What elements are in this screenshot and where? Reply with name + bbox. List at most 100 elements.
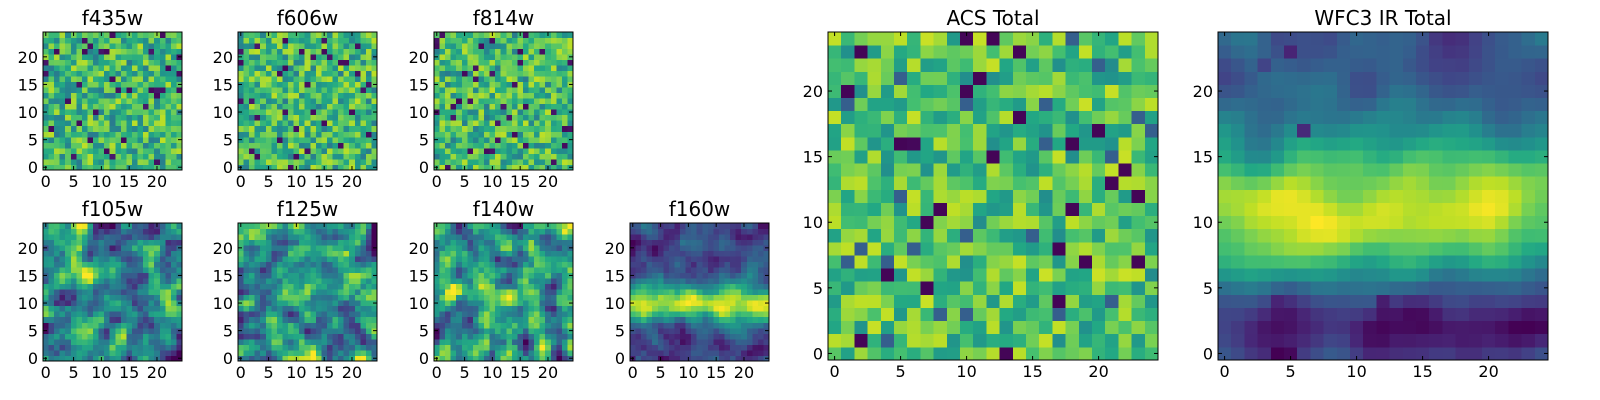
heatmap-cell (338, 164, 345, 171)
heatmap-cell (445, 109, 452, 116)
heatmap-cell (539, 114, 546, 121)
heatmap-cell (691, 272, 698, 279)
heatmap-cell (238, 256, 244, 263)
heatmap-cell (93, 37, 99, 44)
heatmap-cell (165, 125, 172, 132)
heatmap-cell (304, 43, 311, 49)
heatmap-cell (104, 261, 111, 268)
heatmap-cell (338, 355, 345, 362)
heatmap-cell (170, 147, 177, 154)
heatmap-cell (271, 250, 278, 257)
heatmap-cell (472, 37, 479, 44)
heatmap-cell (249, 32, 256, 38)
heatmap-cell (154, 234, 161, 240)
heatmap-cell (735, 338, 742, 345)
heatmap-cell (534, 294, 541, 301)
heatmap-cell (282, 272, 289, 279)
heatmap-cell (276, 125, 283, 132)
heatmap-cell (511, 327, 518, 334)
heatmap-cell (718, 289, 725, 296)
heatmap-cell (243, 300, 250, 307)
heatmap-cell (176, 125, 183, 132)
heatmap-cell (841, 163, 855, 177)
heatmap-cell (500, 228, 507, 235)
heatmap-cell (282, 355, 289, 362)
heatmap-cell (668, 294, 675, 301)
heatmap-cell (288, 311, 294, 318)
heatmap-cell (299, 327, 306, 334)
x-tick-label: 20 (147, 172, 167, 191)
heatmap-cell (65, 333, 72, 340)
x-tick-label: 5 (263, 172, 273, 191)
heatmap-cell (154, 92, 161, 99)
panel-title: f814w (473, 6, 535, 30)
heatmap-cell (332, 158, 339, 165)
heatmap-cell (550, 120, 557, 127)
heatmap-cell (763, 349, 770, 356)
heatmap-cell (478, 267, 485, 274)
heatmap-cell (506, 164, 513, 171)
heatmap-cell (489, 305, 496, 312)
heatmap-cell (115, 311, 122, 318)
heatmap-cell (104, 327, 111, 334)
heatmap-cell (724, 349, 731, 356)
heatmap-cell (461, 65, 468, 72)
heatmap-cell (260, 92, 267, 99)
x-tick-label: 20 (147, 363, 167, 382)
heatmap-cell (652, 355, 659, 362)
heatmap-cell (170, 76, 177, 83)
heatmap-cell (478, 349, 485, 356)
heatmap-cell (933, 307, 948, 322)
heatmap-cell (1039, 346, 1053, 361)
heatmap-cell (365, 92, 372, 99)
heatmap-cell (260, 125, 267, 132)
heatmap-cell (741, 311, 748, 318)
heatmap-cell (343, 355, 350, 362)
heatmap-cell (920, 307, 934, 322)
heatmap-cell (752, 239, 759, 246)
heatmap-cell (1105, 346, 1119, 361)
heatmap-cell (81, 43, 88, 49)
heatmap-cell (332, 300, 339, 307)
heatmap-cell (484, 92, 490, 99)
heatmap-cell (702, 316, 709, 323)
heatmap-cell (65, 158, 72, 165)
heatmap-cell (115, 87, 122, 94)
y-tick-label: 15 (213, 75, 233, 94)
heatmap-cell (115, 283, 122, 290)
heatmap-cell (841, 255, 855, 269)
heatmap-cell (506, 87, 513, 94)
heatmap-cell (360, 294, 367, 301)
heatmap-cell (299, 289, 306, 296)
heatmap-cell (478, 311, 485, 318)
heatmap-cell (371, 87, 378, 94)
heatmap-cell (249, 267, 256, 274)
heatmap-cell (960, 307, 974, 322)
heatmap-cell (48, 136, 55, 143)
heatmap-cell (249, 338, 256, 345)
heatmap-cell (154, 349, 161, 356)
heatmap-cell (115, 267, 122, 274)
heatmap-cell (87, 355, 94, 362)
heatmap-cell (143, 272, 150, 279)
heatmap-cell (354, 245, 361, 251)
y-tick-label: 5 (28, 322, 38, 341)
heatmap-cell (249, 125, 256, 132)
heatmap-cell (456, 164, 463, 171)
heatmap-cell (456, 283, 463, 290)
heatmap-cell (276, 223, 283, 229)
heatmap-cell (70, 228, 77, 235)
heatmap-cell (104, 272, 111, 279)
heatmap-cell (288, 294, 294, 301)
heatmap-cell (48, 98, 55, 105)
heatmap-cell (293, 278, 300, 285)
heatmap-cell (646, 311, 653, 318)
heatmap-cell (478, 239, 485, 246)
heatmap-cell (445, 283, 452, 290)
heatmap-cell (276, 322, 283, 329)
heatmap-cell (484, 250, 490, 257)
heatmap-cell (528, 103, 535, 110)
heatmap-cell (456, 311, 463, 318)
heatmap-cell (735, 316, 742, 323)
heatmap-cell (528, 228, 535, 235)
